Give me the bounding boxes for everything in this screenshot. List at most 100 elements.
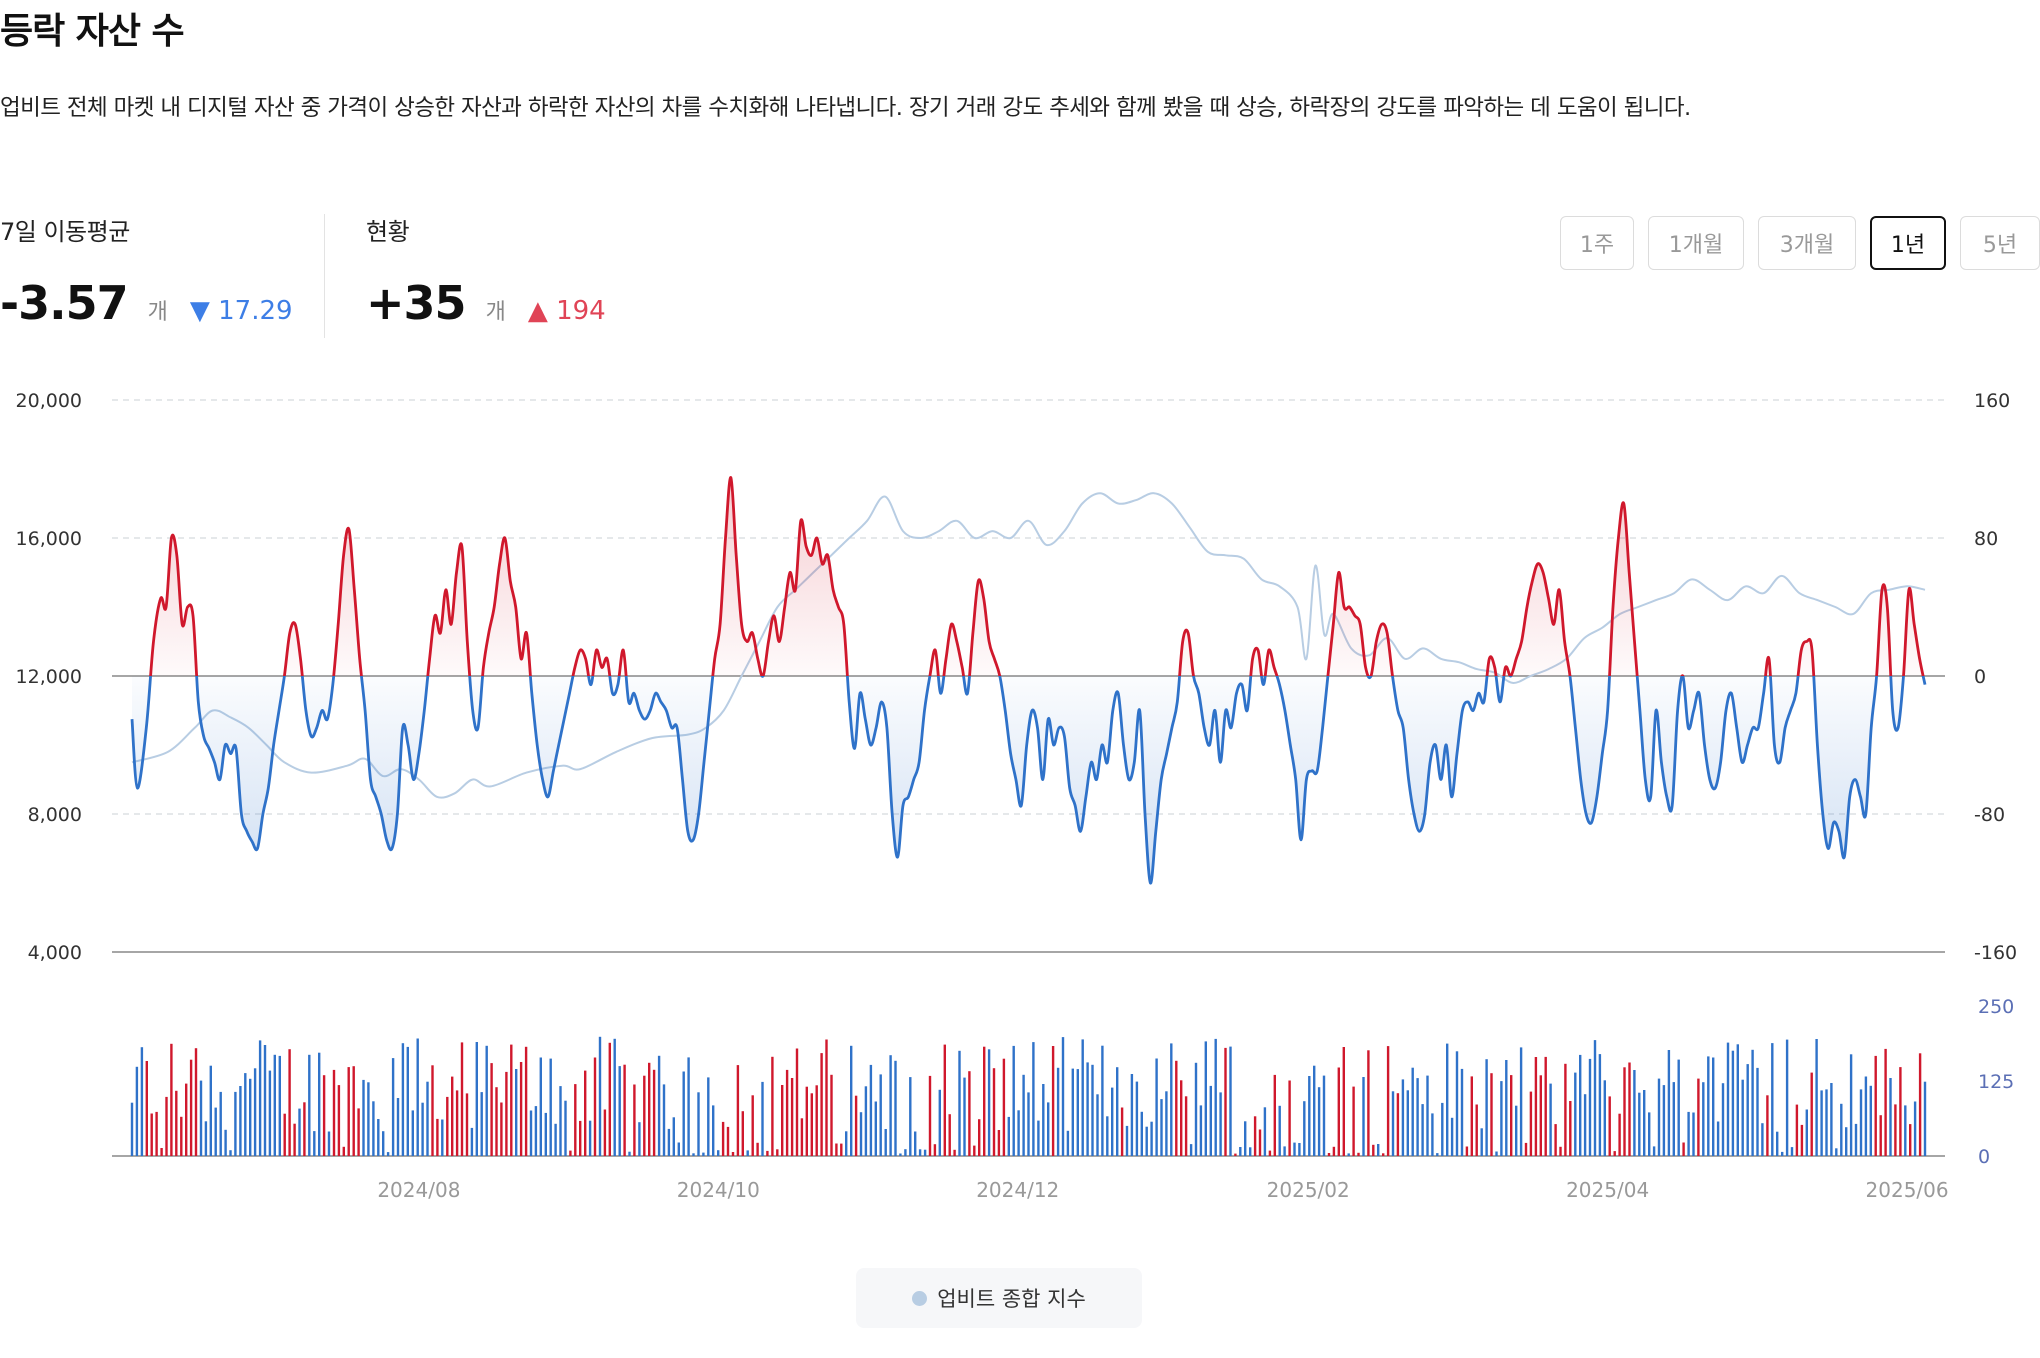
volume-bar <box>978 1119 981 1156</box>
volume-bar <box>332 1069 336 1156</box>
volume-bar <box>1086 1062 1089 1156</box>
volume-bar <box>1002 1058 1006 1156</box>
x-axis-tick: 2024/12 <box>976 1178 1059 1202</box>
volume-bar <box>1165 1091 1168 1156</box>
volume-bar <box>1337 1067 1340 1156</box>
volume-bar <box>1771 1043 1774 1156</box>
volume-bar <box>1450 1117 1454 1156</box>
volume-bar <box>717 1150 720 1156</box>
stat-ma7-delta-value: 17.29 <box>218 296 293 326</box>
volume-bar <box>1308 1076 1311 1156</box>
volume-bar <box>805 1086 808 1156</box>
volume-bar <box>1638 1092 1641 1156</box>
volume-bar <box>1140 1111 1143 1156</box>
volume-bar <box>746 1150 749 1156</box>
volume-bar <box>411 1110 414 1156</box>
stat-current-label: 현황 <box>366 218 410 246</box>
volume-bar <box>342 1146 345 1156</box>
volume-bar <box>1056 1067 1060 1156</box>
volume-bar <box>357 1108 360 1156</box>
volume-bar <box>1574 1072 1577 1156</box>
volume-bar <box>662 1084 666 1156</box>
stat-current-delta: ▲ 194 <box>528 296 606 326</box>
left-axis-tick: 12,000 <box>16 666 82 688</box>
volume-bar <box>1332 1146 1336 1156</box>
volume-bar <box>712 1105 715 1156</box>
volume-bar <box>1263 1107 1267 1156</box>
volume-bar <box>1923 1081 1927 1156</box>
volume-bar <box>781 1085 784 1156</box>
right-axis-tick: 80 <box>1974 528 1998 550</box>
volume-bar <box>1130 1074 1134 1156</box>
volume-bar <box>1426 1075 1429 1156</box>
volume-bar <box>1490 1073 1493 1156</box>
volume-bar <box>1382 1153 1385 1156</box>
volume-axis-tick: 125 <box>1978 1071 2014 1093</box>
volume-bar <box>697 1092 700 1156</box>
volume-bar <box>904 1149 907 1156</box>
volume-bar <box>406 1046 409 1156</box>
volume-bar <box>943 1044 946 1156</box>
volume-bar <box>1805 1109 1808 1156</box>
volume-bar <box>1189 1144 1193 1156</box>
volume-bar <box>938 1089 941 1156</box>
volume-bar <box>1446 1043 1449 1156</box>
volume-bar <box>677 1142 680 1156</box>
volume-bar <box>480 1092 483 1156</box>
volume-bar <box>510 1044 513 1156</box>
volume-bar <box>682 1071 685 1156</box>
volume-bar <box>643 1075 646 1156</box>
volume-bar <box>283 1113 286 1156</box>
volume-bar <box>1106 1116 1109 1156</box>
volume-bar <box>1519 1047 1523 1156</box>
volume-bar <box>451 1076 454 1156</box>
chart-legend[interactable]: 업비트 종합 지수 <box>856 1268 1142 1328</box>
volume-bar <box>1244 1121 1247 1156</box>
volume-bar <box>869 1064 873 1156</box>
volume-bar <box>1761 1123 1764 1156</box>
volume-bar <box>1524 1142 1528 1156</box>
volume-bar <box>519 1062 523 1156</box>
period-1y-button[interactable]: 1년 <box>1870 216 1946 270</box>
volume-bar <box>1273 1074 1276 1156</box>
volume-bar <box>1918 1053 1922 1156</box>
volume-bar <box>367 1082 370 1156</box>
volume-bar <box>1406 1090 1409 1156</box>
volume-bar <box>1096 1094 1099 1156</box>
volume-bar <box>840 1143 843 1156</box>
volume-bar <box>1441 1102 1444 1156</box>
volume-bar <box>1485 1059 1488 1156</box>
volume-bar <box>1436 1153 1439 1156</box>
volume-bar <box>1298 1143 1301 1156</box>
volume-bar <box>1682 1142 1685 1156</box>
volume-bar <box>973 1145 976 1156</box>
volume-bar <box>850 1045 853 1156</box>
volume-bar <box>554 1123 557 1156</box>
volume-bar <box>1278 1105 1281 1156</box>
volume-bar <box>1480 1128 1483 1156</box>
volume-bar <box>800 1118 804 1156</box>
volume-bar <box>209 1065 212 1156</box>
volume-bar <box>1234 1153 1237 1156</box>
volume-bar <box>460 1042 464 1156</box>
x-axis-tick: 2024/08 <box>377 1178 460 1202</box>
volume-bar <box>667 1128 671 1156</box>
stat-ma7: 7일 이동평균 -3.57 개 ▼ 17.29 <box>0 212 293 330</box>
volume-bar <box>396 1098 400 1156</box>
negative-area <box>132 676 1925 884</box>
period-5y-button[interactable]: 5년 <box>1960 216 2040 270</box>
volume-bar <box>401 1043 405 1156</box>
stat-ma7-row: -3.57 개 ▼ 17.29 <box>0 276 293 330</box>
period-1w-button[interactable]: 1주 <box>1560 216 1634 270</box>
volume-bar <box>618 1066 621 1156</box>
period-3m-button[interactable]: 3개월 <box>1758 216 1856 270</box>
x-axis-tick: 2025/06 <box>1866 1178 1949 1202</box>
volume-bar <box>1431 1113 1434 1156</box>
volume-bar <box>1347 1153 1350 1156</box>
volume-bar <box>1721 1083 1725 1156</box>
volume-bar <box>1475 1104 1478 1156</box>
volume-bar <box>1091 1064 1094 1156</box>
volume-bar <box>1510 1075 1513 1156</box>
volume-bar <box>992 1068 996 1156</box>
period-1m-button[interactable]: 1개월 <box>1648 216 1744 270</box>
